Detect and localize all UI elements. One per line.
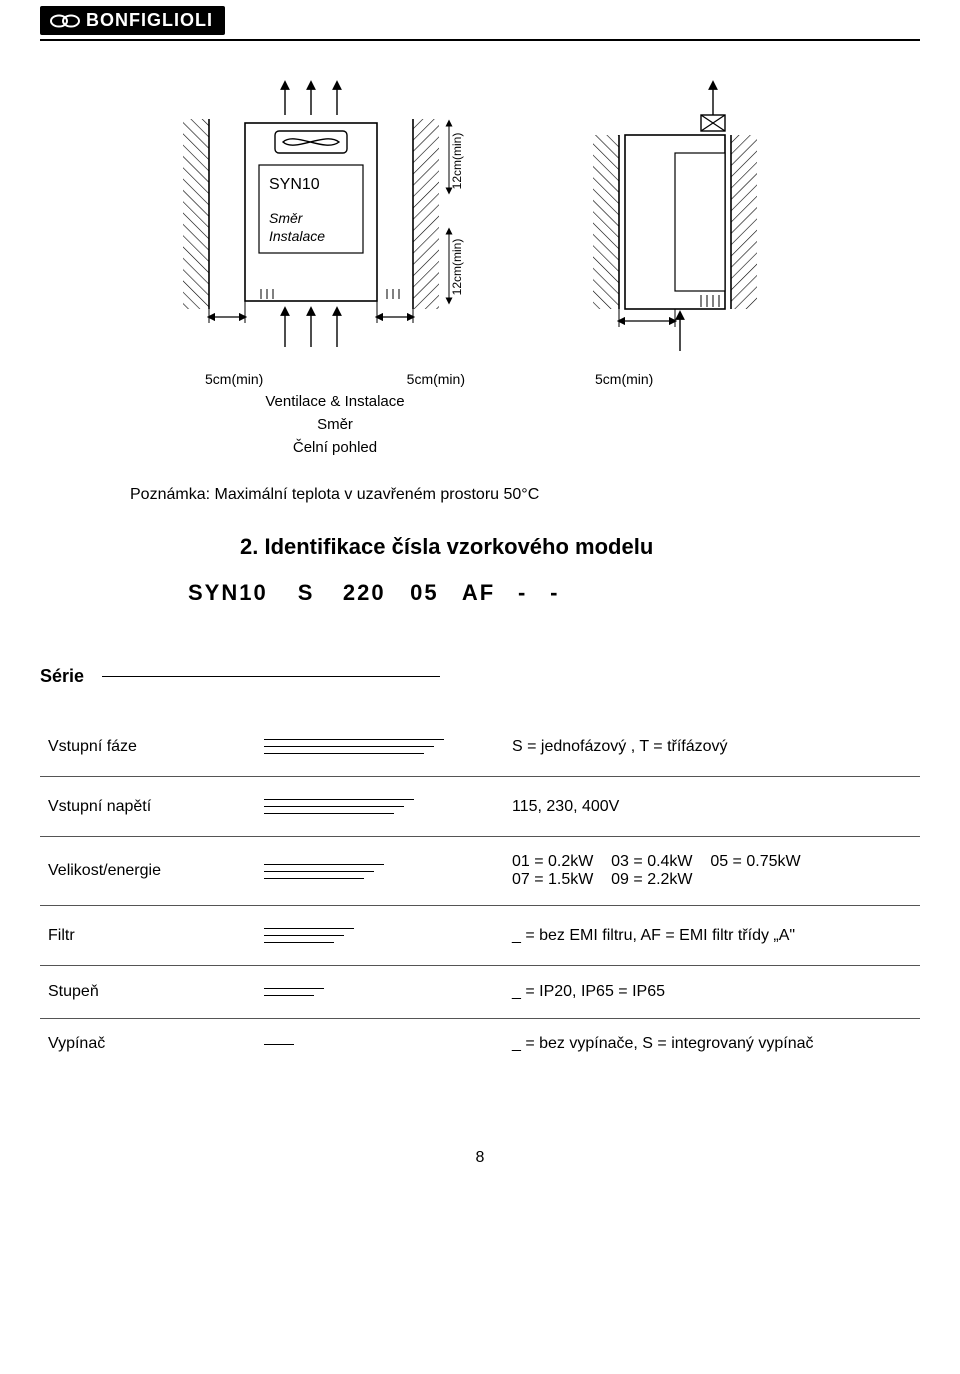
bottom-gap: 12cm(min) — [450, 239, 464, 296]
section-heading: 2. Identifikace čísla vzorkového modelu — [240, 534, 920, 560]
device-label: SYN10 — [269, 176, 320, 193]
legend-desc: 115, 230, 400V — [492, 777, 920, 837]
code-p2: S — [286, 580, 326, 606]
direction-line1: Směr — [269, 210, 304, 226]
code-p3: 220 — [334, 580, 394, 606]
legend-label: Stupeň — [40, 966, 256, 1019]
header-rule — [40, 39, 920, 41]
legend-desc: _ = bez EMI filtru, AF = EMI filtr třídy… — [492, 906, 920, 966]
caption-line2: Směr — [165, 416, 505, 433]
caption-line3: Čelní pohled — [165, 439, 505, 456]
legend-label: Vstupní fáze — [40, 717, 256, 777]
legend-label: Velikost/energie — [40, 837, 256, 906]
legend-row: Velikost/energie 01 = 0.2kW 03 = 0.4kW 05… — [40, 837, 920, 906]
brand-logo: BONFIGLIOLI — [40, 6, 225, 35]
legend-label: Vypínač — [40, 1019, 256, 1070]
legend-label: Filtr — [40, 906, 256, 966]
legend-row: Stupeň _ = IP20, IP65 = IP65 — [40, 966, 920, 1019]
direction-line2: Instalace — [269, 228, 325, 244]
legend-desc: _ = IP20, IP65 = IP65 — [492, 966, 920, 1019]
gap-right-label: 5cm(min) — [407, 371, 465, 387]
legend-row: Vstupní napětí 115, 230, 400V — [40, 777, 920, 837]
legend-connector — [256, 777, 492, 837]
legend-desc: 01 = 0.2kW 03 = 0.4kW 05 = 0.75kW07 = 1.… — [492, 837, 920, 906]
legend-connector — [256, 966, 492, 1019]
page-number: 8 — [40, 1149, 920, 1167]
legend-connector — [256, 906, 492, 966]
legend-table: Vstupní fáze S = jednofázový , T = třífáz… — [40, 717, 920, 1069]
code-p7: - — [543, 580, 567, 606]
code-p6: - — [511, 580, 535, 606]
series-line — [102, 676, 440, 677]
brand-text: BONFIGLIOLI — [86, 10, 213, 30]
legend-connector — [256, 837, 492, 906]
legend-desc: S = jednofázový , T = třífázový — [492, 717, 920, 777]
legend-row: Vstupní fáze S = jednofázový , T = třífáz… — [40, 717, 920, 777]
diagram-front-view: SYN10 Směr Instalace — [165, 71, 505, 456]
note-text: Poznámka: Maximální teplota v uzavřeném … — [130, 486, 920, 504]
brand-icon — [48, 14, 82, 28]
diagram2-bottom-dim: 5cm(min) — [595, 371, 795, 387]
code-p4: 05 — [402, 580, 446, 606]
code-p5: AF — [455, 580, 503, 606]
code-p1: SYN10 — [188, 580, 278, 606]
legend-row: Filtr _ = bez EMI filtru, AF = EMI filtr … — [40, 906, 920, 966]
legend-connector — [256, 1019, 492, 1070]
series-row: Série — [40, 666, 920, 687]
caption-line1: Ventilace & Instalace — [165, 393, 505, 410]
gap-left-label: 5cm(min) — [205, 371, 263, 387]
legend-connector — [256, 717, 492, 777]
model-code: SYN10 S 220 05 AF - - — [188, 580, 920, 606]
legend-row: Vypínač _ = bez vypínače, S = integrovaný… — [40, 1019, 920, 1070]
diagram-side-view: 5cm(min) — [565, 71, 795, 456]
legend-label: Vstupní napětí — [40, 777, 256, 837]
series-label: Série — [40, 666, 102, 687]
legend-desc: _ = bez vypínače, S = integrovaný vypína… — [492, 1019, 920, 1070]
top-gap: 12cm(min) — [450, 133, 464, 190]
